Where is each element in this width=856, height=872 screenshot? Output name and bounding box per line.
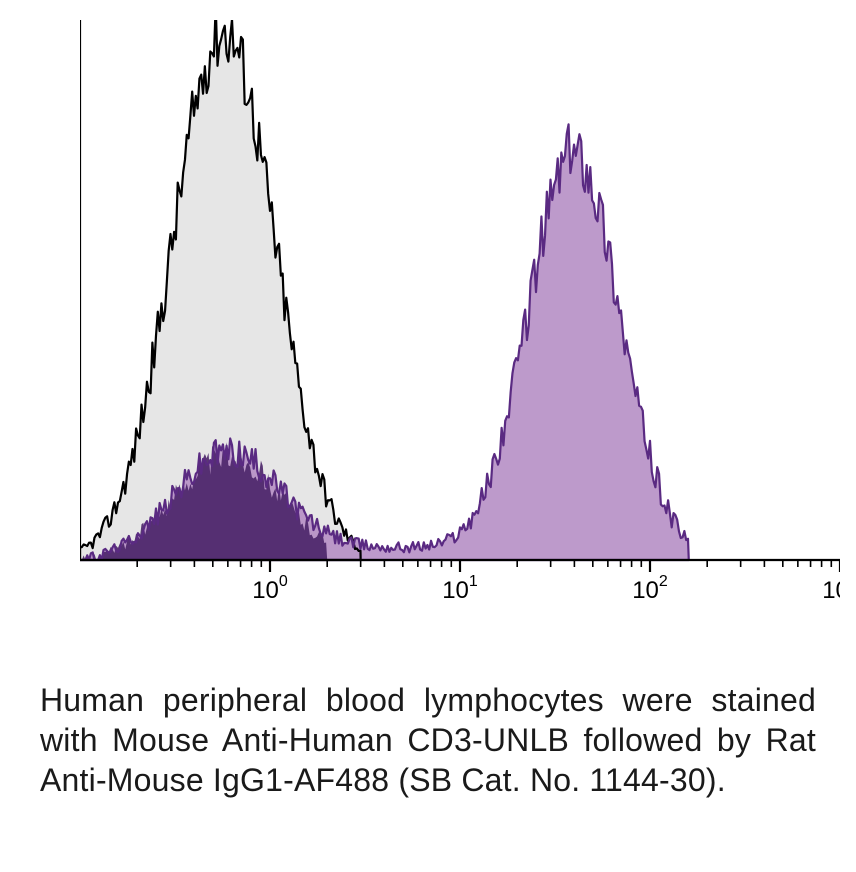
histogram-series [80,20,689,560]
x-tick-label: 102 [632,573,668,604]
figure-caption: Human peripheral blood lymphocytes were … [40,680,816,800]
x-tick-label: 100 [252,573,288,604]
x-tick-label: 103 [822,573,840,604]
x-tick-label: 101 [442,573,478,604]
